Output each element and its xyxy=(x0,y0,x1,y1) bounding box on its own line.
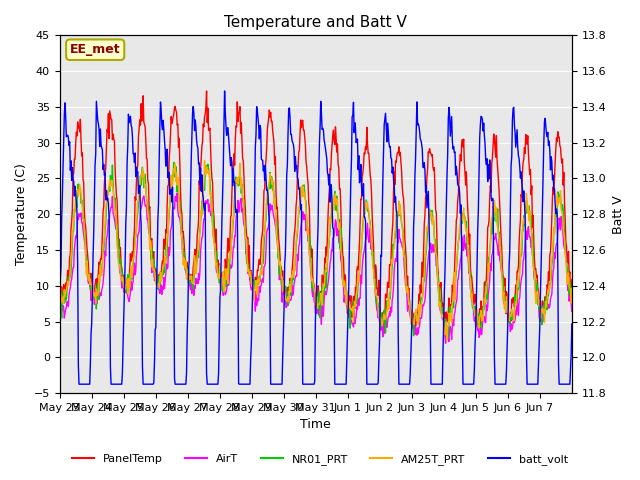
PanelTemp xyxy=(236,104,244,109)
NR01_PRT xyxy=(397,220,405,226)
batt_volt xyxy=(221,88,228,94)
Line: AirT: AirT xyxy=(60,193,572,343)
AM25T_PRT xyxy=(56,284,63,289)
AM25T_PRT xyxy=(443,337,451,343)
NR01_PRT xyxy=(568,293,576,299)
AirT xyxy=(255,284,263,289)
Line: PanelTemp: PanelTemp xyxy=(60,91,572,331)
AM25T_PRT xyxy=(236,160,244,166)
AM25T_PRT xyxy=(397,218,405,224)
AM25T_PRT xyxy=(369,264,377,270)
Line: batt_volt: batt_volt xyxy=(60,91,572,384)
batt_volt xyxy=(75,381,83,387)
Y-axis label: Batt V: Batt V xyxy=(612,195,625,234)
batt_volt xyxy=(256,123,264,129)
Text: EE_met: EE_met xyxy=(70,43,120,56)
NR01_PRT xyxy=(211,242,218,248)
AM25T_PRT xyxy=(211,242,218,248)
NR01_PRT xyxy=(444,335,452,341)
AM25T_PRT xyxy=(568,286,576,291)
PanelTemp xyxy=(211,228,218,234)
PanelTemp xyxy=(255,256,263,262)
Legend: PanelTemp, AirT, NR01_PRT, AM25T_PRT, batt_volt: PanelTemp, AirT, NR01_PRT, AM25T_PRT, ba… xyxy=(68,450,572,469)
batt_volt xyxy=(568,321,576,327)
AirT xyxy=(568,309,576,314)
AirT xyxy=(442,340,449,346)
Line: NR01_PRT: NR01_PRT xyxy=(60,162,572,338)
batt_volt xyxy=(370,381,378,387)
AirT xyxy=(236,200,244,206)
Title: Temperature and Batt V: Temperature and Batt V xyxy=(224,15,407,30)
batt_volt xyxy=(398,381,406,387)
AM25T_PRT xyxy=(255,281,263,287)
batt_volt xyxy=(237,381,244,387)
batt_volt xyxy=(56,317,63,323)
batt_volt xyxy=(116,381,124,387)
batt_volt xyxy=(211,381,218,387)
NR01_PRT xyxy=(369,249,377,255)
AM25T_PRT xyxy=(116,262,124,268)
Y-axis label: Temperature (C): Temperature (C) xyxy=(15,163,28,265)
NR01_PRT xyxy=(56,291,63,297)
AirT xyxy=(369,263,377,269)
AirT xyxy=(173,190,181,196)
NR01_PRT xyxy=(170,159,178,165)
AirT xyxy=(397,240,405,245)
PanelTemp xyxy=(369,228,377,234)
PanelTemp xyxy=(568,276,576,282)
AirT xyxy=(56,304,63,310)
PanelTemp xyxy=(116,245,124,251)
PanelTemp xyxy=(397,168,405,174)
NR01_PRT xyxy=(255,273,263,279)
AirT xyxy=(116,270,124,276)
NR01_PRT xyxy=(236,173,244,179)
X-axis label: Time: Time xyxy=(300,419,331,432)
Line: AM25T_PRT: AM25T_PRT xyxy=(60,161,572,340)
AirT xyxy=(211,240,218,245)
PanelTemp xyxy=(203,88,211,94)
AM25T_PRT xyxy=(201,158,209,164)
PanelTemp xyxy=(410,328,418,334)
PanelTemp xyxy=(56,286,63,291)
NR01_PRT xyxy=(116,262,124,268)
